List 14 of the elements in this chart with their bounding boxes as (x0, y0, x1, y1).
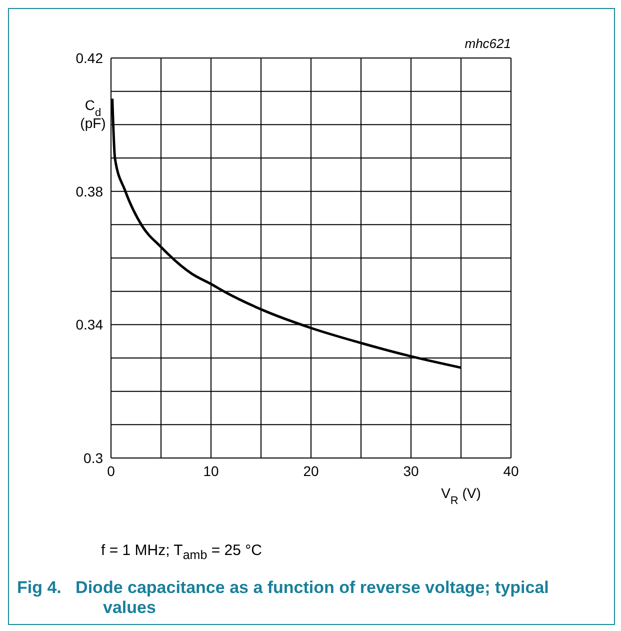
text: f = 1 MHz; T$_{amb}$ = 25 °C (101, 542, 262, 562)
y-axis-title: C$_{d}$ (pF) (80, 97, 106, 131)
x-tick-label: 20 (303, 462, 319, 479)
text: mhc621 (464, 36, 511, 51)
x-axis-title: V$_{R}$ (V) (441, 485, 481, 507)
y-tick-label: 0.38 (76, 183, 104, 200)
y-tick-label: 0.34 (76, 316, 104, 333)
y-tick-label: 0.42 (76, 50, 104, 66)
y-tick-label: 0.3 (84, 450, 104, 466)
x-tick-label: 30 (403, 462, 419, 479)
x-tick-label: 40 (503, 462, 519, 479)
text: Fig 4. Diode capacitance as a function of reverse voltage; typical values (17, 578, 550, 618)
x-tick-label: 0 (107, 462, 116, 479)
x-tick-label: 10 (203, 462, 219, 479)
